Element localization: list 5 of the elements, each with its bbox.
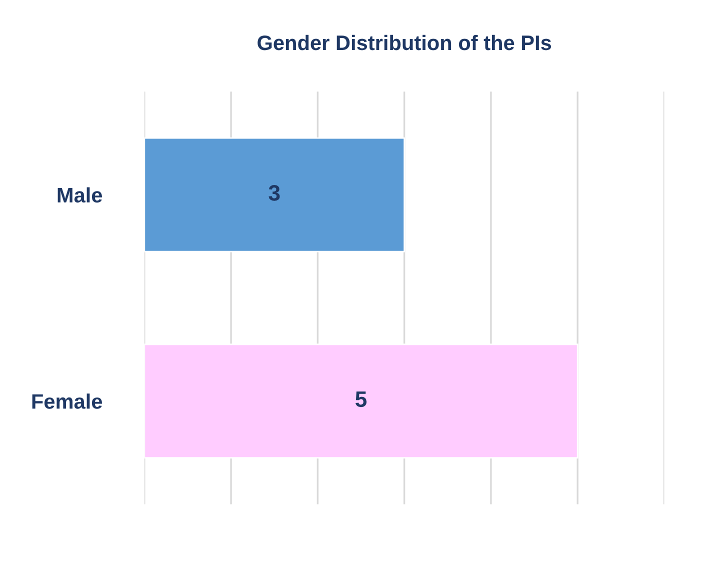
y-tick-label: Male	[58, 187, 102, 203]
chart-title: Gender Distribution of the PIs	[258, 34, 552, 50]
y-tick-label: Female	[32, 394, 102, 409]
data-label: 3	[268, 185, 280, 201]
data-label: 5	[356, 392, 367, 408]
